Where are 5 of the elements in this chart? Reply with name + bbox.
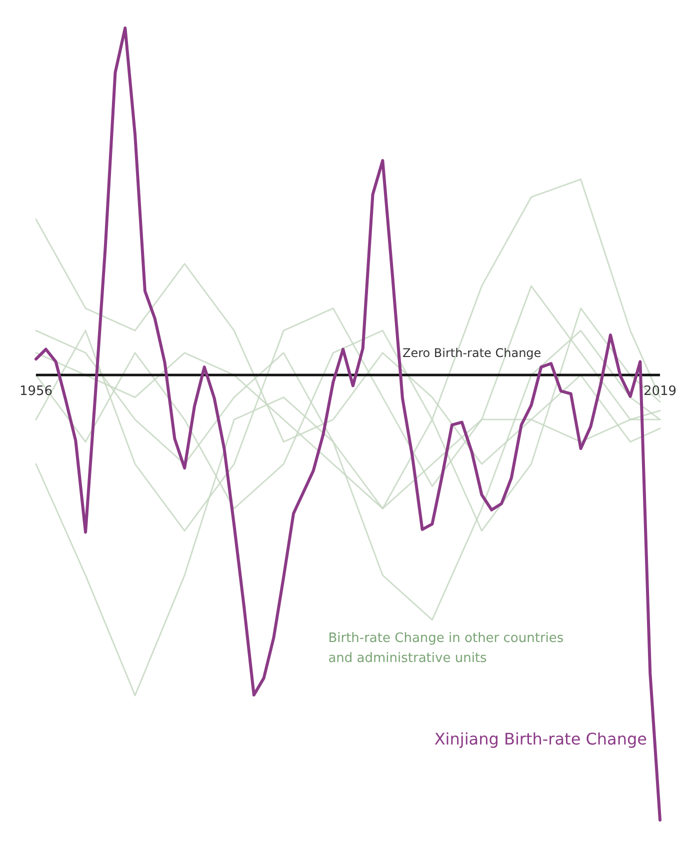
x-tick-label: 2019 <box>643 384 677 400</box>
series-label: Xinjiang Birth-rate Change <box>434 729 647 748</box>
annotation: Birth-rate Change in other countries and administrative units <box>328 631 564 666</box>
annotation: Zero Birth-rate Change <box>402 346 542 360</box>
x-tick-label: 1956 <box>19 384 53 400</box>
